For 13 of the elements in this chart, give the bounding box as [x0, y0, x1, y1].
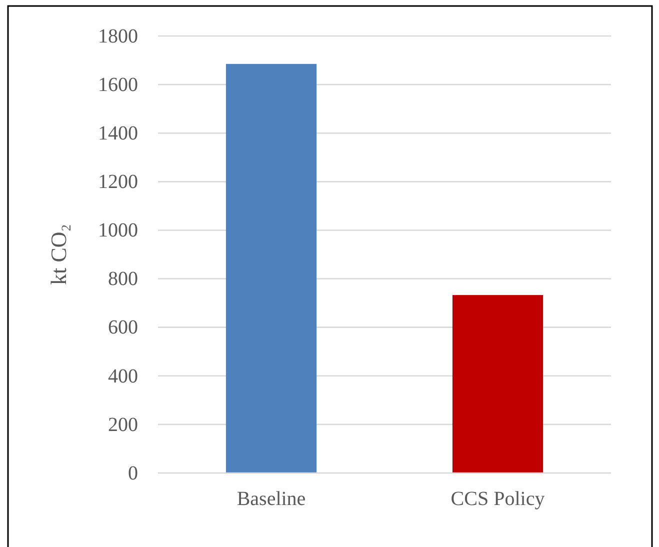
x-tick-label: CCS Policy [450, 488, 545, 510]
y-tick-label: 600 [108, 316, 138, 339]
x-tick-label: Baseline [236, 488, 306, 510]
y-tick-label: 1800 [98, 25, 138, 48]
y-tick-label: 1200 [98, 171, 138, 194]
y-tick-label: 200 [108, 414, 138, 436]
y-tick-label: 400 [108, 365, 138, 388]
y-tick-label: 0 [128, 462, 138, 484]
y-tick-label: 1400 [98, 122, 138, 145]
y-tick-label: 1600 [98, 74, 138, 96]
y-axis-title: kt CO₂ [46, 224, 71, 285]
y-tick-label: 1000 [98, 220, 138, 242]
y-tick-label: 800 [108, 268, 138, 290]
